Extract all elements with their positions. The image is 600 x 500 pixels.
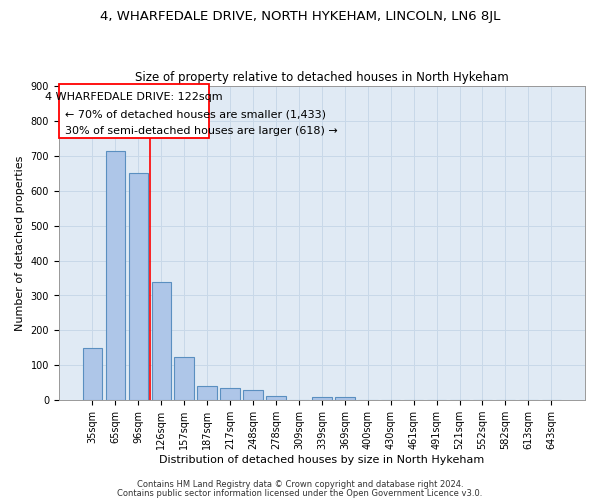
- X-axis label: Distribution of detached houses by size in North Hykeham: Distribution of detached houses by size …: [159, 455, 485, 465]
- Bar: [335, 396, 355, 400]
- Bar: [152, 282, 171, 400]
- Text: Contains public sector information licensed under the Open Government Licence v3: Contains public sector information licen…: [118, 489, 482, 498]
- Text: 30% of semi-detached houses are larger (618) →: 30% of semi-detached houses are larger (…: [65, 126, 337, 136]
- Text: 4, WHARFEDALE DRIVE, NORTH HYKEHAM, LINCOLN, LN6 8JL: 4, WHARFEDALE DRIVE, NORTH HYKEHAM, LINC…: [100, 10, 500, 23]
- Bar: [312, 396, 332, 400]
- Bar: [175, 356, 194, 400]
- Y-axis label: Number of detached properties: Number of detached properties: [15, 156, 25, 331]
- Title: Size of property relative to detached houses in North Hykeham: Size of property relative to detached ho…: [135, 70, 509, 84]
- Bar: [220, 388, 240, 400]
- Text: 4 WHARFEDALE DRIVE: 122sqm: 4 WHARFEDALE DRIVE: 122sqm: [45, 92, 223, 102]
- Text: Contains HM Land Registry data © Crown copyright and database right 2024.: Contains HM Land Registry data © Crown c…: [137, 480, 463, 489]
- Bar: [244, 390, 263, 400]
- FancyBboxPatch shape: [59, 84, 209, 138]
- Bar: [128, 174, 148, 400]
- Bar: [266, 396, 286, 400]
- Bar: [106, 150, 125, 400]
- Bar: [197, 386, 217, 400]
- Text: ← 70% of detached houses are smaller (1,433): ← 70% of detached houses are smaller (1,…: [65, 109, 326, 119]
- Bar: [83, 348, 102, 400]
